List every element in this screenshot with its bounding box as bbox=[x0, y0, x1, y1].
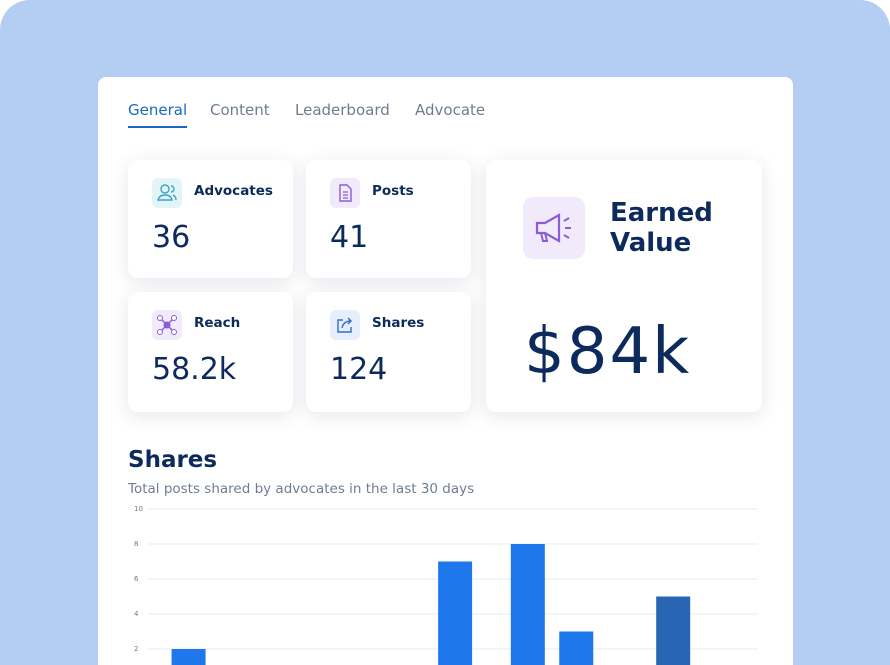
tab[interactable]: Content bbox=[210, 101, 270, 119]
bar bbox=[559, 631, 594, 665]
icon bbox=[523, 197, 585, 259]
stat-value: 41 bbox=[330, 220, 369, 255]
chart: 2 4 6 8 10 bbox=[134, 505, 758, 665]
y-tick-label: 4 bbox=[134, 610, 139, 618]
stat-label: Reach bbox=[194, 315, 241, 331]
stat-label: Shares bbox=[372, 315, 425, 331]
y-tick-label: 2 bbox=[134, 645, 138, 653]
bar bbox=[438, 561, 473, 665]
bar bbox=[656, 596, 691, 665]
chart-subtitle: Total posts shared by advocates in the l… bbox=[128, 481, 475, 497]
stat-card: Advocates 36 bbox=[128, 160, 293, 278]
y-tick-label: 8 bbox=[134, 540, 138, 548]
stat-value: 124 bbox=[330, 352, 388, 387]
tab[interactable]: Advocate bbox=[415, 101, 486, 119]
stat-card: Reach 58.2k bbox=[128, 292, 293, 412]
stat-card: Posts 41 bbox=[306, 160, 471, 278]
tab[interactable]: General bbox=[128, 101, 188, 128]
icon bbox=[330, 178, 360, 208]
bar bbox=[510, 544, 545, 665]
stat-value: 36 bbox=[152, 220, 191, 255]
earned-card: Earned Value $84k bbox=[486, 160, 762, 412]
chart-title: Shares bbox=[128, 447, 218, 473]
earned-value: $84k bbox=[524, 315, 692, 389]
tab[interactable]: Leaderboard bbox=[295, 101, 390, 119]
icon bbox=[330, 310, 360, 340]
y-tick-label: 6 bbox=[134, 575, 139, 583]
stat-label: Advocates bbox=[194, 183, 273, 199]
stat-card: Shares 124 bbox=[306, 292, 471, 412]
icon bbox=[152, 310, 182, 340]
stat-value: 58.2k bbox=[152, 352, 237, 387]
stat-label: Posts bbox=[372, 183, 414, 199]
y-tick-label: 10 bbox=[134, 505, 143, 513]
icon bbox=[152, 178, 182, 208]
bar bbox=[171, 649, 206, 665]
earned-label: Earned Value bbox=[610, 198, 713, 258]
